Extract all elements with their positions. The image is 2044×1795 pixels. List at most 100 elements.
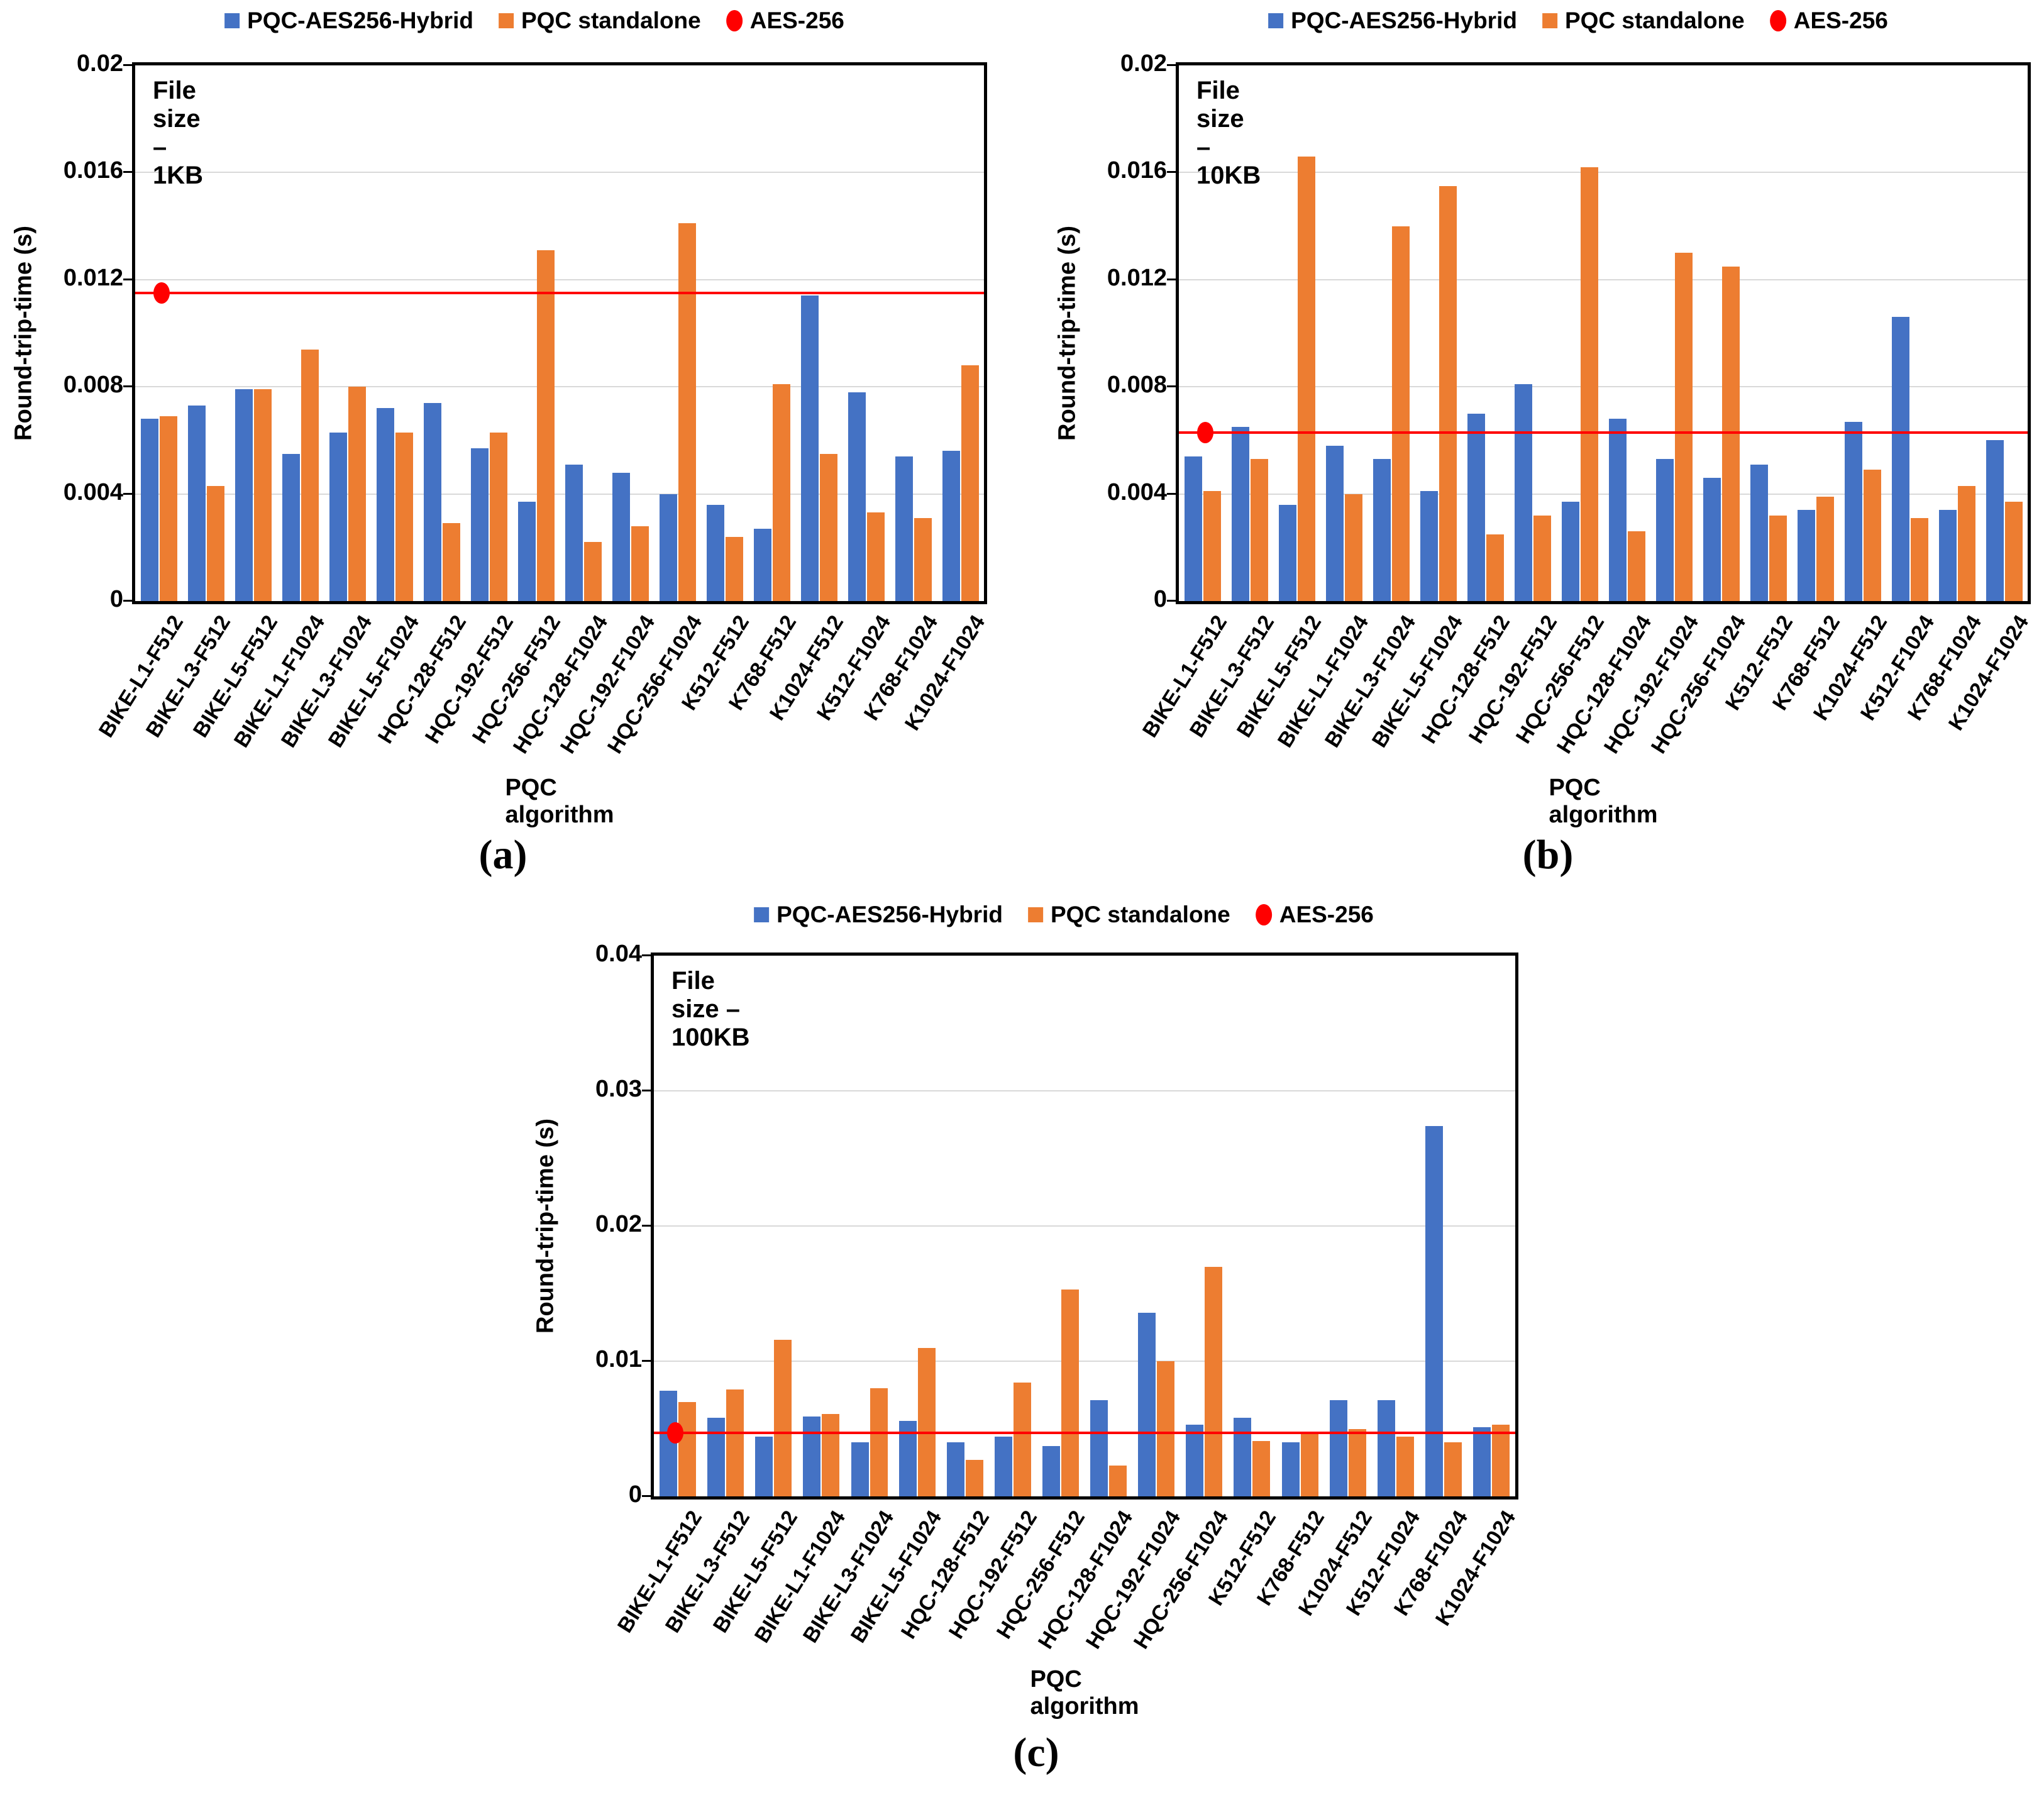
bar-standalone-K1024-F1024 xyxy=(2004,502,2023,601)
gridline xyxy=(135,493,984,495)
bar-standalone-BIKE-L1-F1024 xyxy=(1344,494,1362,601)
y-tick-label: 0.008 xyxy=(1107,372,1167,399)
bar-hybrid-BIKE-L3-F512 xyxy=(1231,427,1249,601)
bar-standalone-BIKE-L1-F512 xyxy=(1203,491,1221,601)
bar-hybrid-HQC-192-F1024 xyxy=(612,472,630,601)
legend-label: PQC standalone xyxy=(1564,8,1745,33)
legend-square-marker-icon xyxy=(1542,13,1557,28)
bar-hybrid-HQC-192-F1024 xyxy=(1138,1312,1156,1496)
gridline xyxy=(135,386,984,388)
bar-standalone-HQC-192-F1024 xyxy=(631,526,649,601)
y-axis-tick xyxy=(1167,385,1176,388)
bar-standalone-BIKE-L1-F512 xyxy=(159,416,177,601)
bar-standalone-HQC-192-F1024 xyxy=(1157,1361,1175,1496)
y-tick-label: 0.01 xyxy=(595,1346,642,1372)
legend-square-marker-icon xyxy=(1268,13,1284,28)
y-tick-label: 0.012 xyxy=(1107,264,1167,291)
y-axis-tick xyxy=(1167,492,1176,495)
legend-circle-marker-icon xyxy=(726,10,743,31)
legend-label: PQC-AES256-Hybrid xyxy=(776,902,1003,927)
bar-standalone-BIKE-L3-F512 xyxy=(726,1389,744,1496)
bar-standalone-HQC-192-F512 xyxy=(1533,515,1551,601)
bar-hybrid-BIKE-L3-F512 xyxy=(707,1418,726,1496)
y-axis-tick xyxy=(1167,171,1176,174)
legend-square-marker-icon xyxy=(1027,907,1043,922)
panel-caption: (a) xyxy=(478,832,528,878)
legend-item-aes256: AES-256 xyxy=(726,8,844,34)
gridline xyxy=(1179,386,2028,388)
bar-hybrid-HQC-128-F512 xyxy=(423,402,441,601)
gridline xyxy=(1179,279,2028,280)
y-tick-label: 0.04 xyxy=(595,941,642,967)
bar-standalone-BIKE-L3-F512 xyxy=(206,485,224,601)
y-axis-tick xyxy=(1167,278,1176,280)
bar-hybrid-K768-F512 xyxy=(753,528,771,601)
aes256-marker-icon xyxy=(667,1422,683,1444)
legend-label: PQC standalone xyxy=(521,8,701,33)
bar-standalone-BIKE-L5-F512 xyxy=(774,1339,792,1496)
y-tick-label: 0.02 xyxy=(1120,50,1167,77)
bar-hybrid-K1024-F512 xyxy=(1329,1400,1347,1496)
bar-hybrid-K768-F1024 xyxy=(1938,510,1957,601)
y-axis-tick xyxy=(123,64,132,66)
y-axis-tick xyxy=(123,492,132,495)
bar-standalone-K512-F1024 xyxy=(1910,517,1928,601)
bar-hybrid-HQC-256-F512 xyxy=(1561,502,1579,601)
bar-standalone-K1024-F1024 xyxy=(1491,1425,1510,1496)
y-tick-label: 0.02 xyxy=(77,50,123,77)
x-axis-title: PQC algorithm xyxy=(1549,775,1658,828)
legend-circle-marker-icon xyxy=(1255,904,1272,925)
y-axis-tick xyxy=(642,1225,651,1227)
bar-hybrid-K512-F512 xyxy=(1234,1418,1252,1496)
bar-hybrid-K768-F1024 xyxy=(895,456,913,601)
bar-hybrid-HQC-128-F512 xyxy=(946,1442,964,1496)
bar-hybrid-BIKE-L1-F512 xyxy=(140,419,158,601)
legend-label: PQC-AES256-Hybrid xyxy=(1291,8,1517,33)
bar-hybrid-BIKE-L3-F512 xyxy=(187,406,206,601)
bar-standalone-K768-F1024 xyxy=(1444,1442,1462,1496)
aes256-line xyxy=(135,292,984,295)
bar-hybrid-K1024-F512 xyxy=(1844,421,1862,601)
bar-standalone-HQC-128-F512 xyxy=(1486,534,1504,601)
panel-caption: (c) xyxy=(1013,1730,1059,1776)
legend-label: AES-256 xyxy=(749,8,844,33)
y-axis-tick xyxy=(123,171,132,174)
y-axis-title: Round-trip-time (s) xyxy=(10,226,37,441)
bar-standalone-HQC-128-F512 xyxy=(442,523,460,601)
bar-standalone-BIKE-L1-F1024 xyxy=(822,1413,840,1496)
bar-standalone-HQC-128-F512 xyxy=(965,1459,983,1496)
bar-standalone-HQC-128-F1024 xyxy=(583,542,602,601)
legend-item-aes256: AES-256 xyxy=(1769,8,1888,34)
y-tick-label: 0.004 xyxy=(63,478,123,505)
bar-hybrid-K512-F1024 xyxy=(848,392,866,601)
bar-standalone-K512-F1024 xyxy=(866,512,885,601)
bar-hybrid-HQC-192-F1024 xyxy=(1655,459,1674,601)
bar-standalone-BIKE-L3-F512 xyxy=(1250,459,1268,601)
bar-standalone-K512-F512 xyxy=(1769,515,1787,601)
bar-hybrid-BIKE-L3-F1024 xyxy=(329,432,347,601)
bar-hybrid-BIKE-L1-F512 xyxy=(660,1391,678,1496)
y-tick-label: 0 xyxy=(628,1481,642,1508)
legend-item-standalone: PQC standalone xyxy=(1027,902,1230,928)
y-tick-label: 0.016 xyxy=(1107,157,1167,184)
panel-caption: (b) xyxy=(1522,832,1574,878)
aes256-line xyxy=(1179,431,2028,434)
bar-standalone-BIKE-L5-F512 xyxy=(1297,156,1315,601)
bar-standalone-K768-F512 xyxy=(772,384,790,601)
legend-square-marker-icon xyxy=(754,907,770,922)
gridline xyxy=(135,279,984,280)
bar-standalone-HQC-256-F1024 xyxy=(678,223,696,601)
legend-item-standalone: PQC standalone xyxy=(1542,8,1745,34)
y-axis-tick xyxy=(1167,600,1176,602)
y-axis-tick xyxy=(1167,64,1176,66)
bar-standalone-K512-F512 xyxy=(1252,1440,1271,1496)
bar-hybrid-BIKE-L1-F1024 xyxy=(803,1417,821,1496)
bar-standalone-K768-F1024 xyxy=(914,517,932,601)
bar-standalone-BIKE-L3-F1024 xyxy=(348,387,366,601)
bar-standalone-K1024-F512 xyxy=(1348,1428,1366,1496)
bar-hybrid-K768-F1024 xyxy=(1425,1125,1443,1496)
bar-standalone-HQC-256-F512 xyxy=(1061,1290,1079,1496)
bar-standalone-BIKE-L3-F1024 xyxy=(1391,226,1410,601)
bar-hybrid-K512-F1024 xyxy=(1891,317,1909,601)
bar-standalone-K768-F512 xyxy=(1300,1431,1318,1496)
